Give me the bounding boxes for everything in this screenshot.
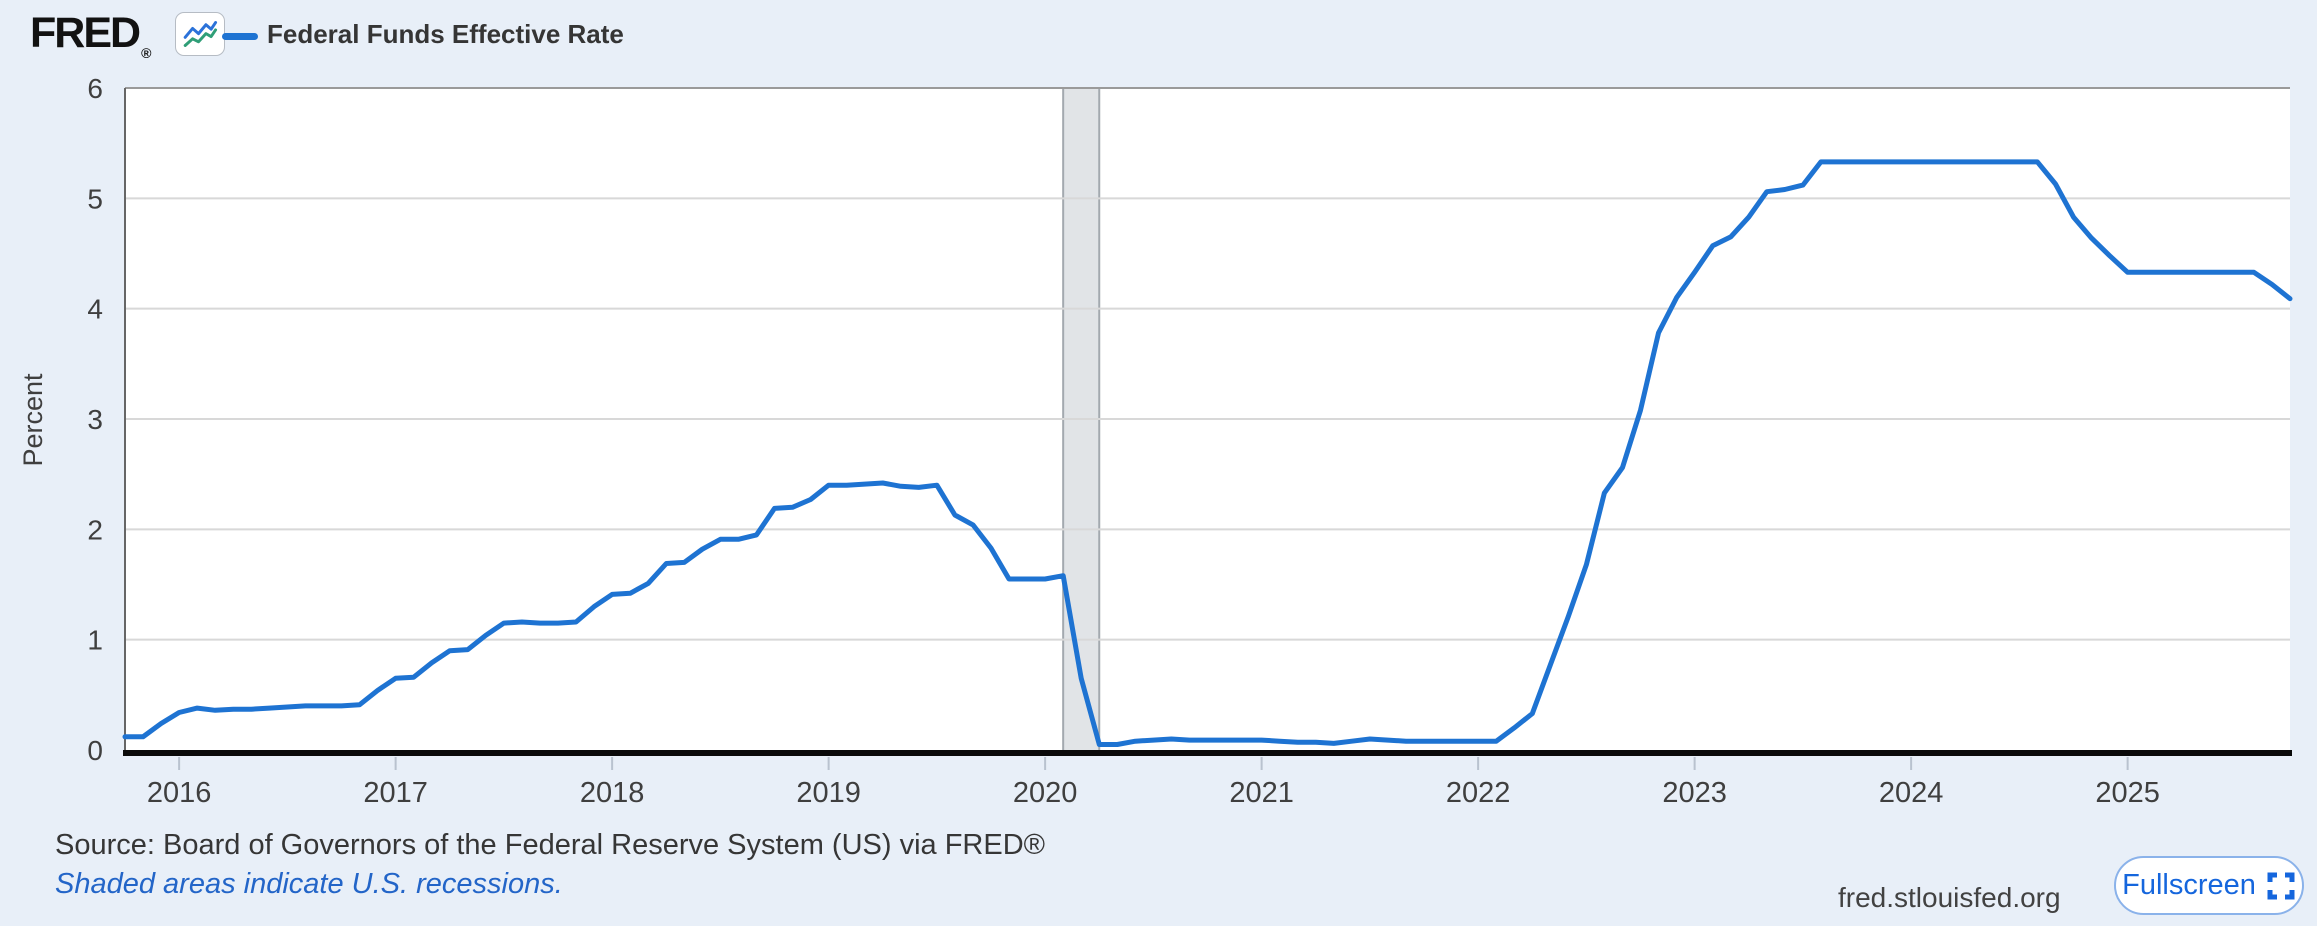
legend-line-swatch xyxy=(222,33,258,40)
recession-note-link[interactable]: Shaded areas indicate U.S. recessions. xyxy=(55,868,563,900)
x-tick-label: 2020 xyxy=(1013,777,1078,809)
legend-label: Federal Funds Effective Rate xyxy=(267,19,624,49)
sparkline-green-line xyxy=(183,28,218,47)
x-tick-label: 2017 xyxy=(363,777,428,809)
x-tick-label: 2022 xyxy=(1446,777,1511,809)
x-axis-line xyxy=(123,750,2292,756)
x-tick-label: 2021 xyxy=(1229,777,1294,809)
x-tick-label: 2019 xyxy=(796,777,861,809)
fred-logo-text: FRED xyxy=(30,9,141,57)
y-tick-label: 1 xyxy=(87,625,103,656)
x-tick-label: 2025 xyxy=(2095,777,2160,809)
site-label: fred.stlouisfed.org xyxy=(1838,882,2061,913)
series-line-federal-funds-rate xyxy=(122,159,2293,747)
registered-trademark-icon: ® xyxy=(141,45,152,61)
sparkline-icon-graphic xyxy=(183,21,218,47)
fullscreen-button-label: Fullscreen xyxy=(2122,869,2256,901)
x-tick-label: 2024 xyxy=(1879,777,1944,809)
y-tick-label: 2 xyxy=(87,514,103,545)
y-tick-label: 5 xyxy=(87,183,103,214)
x-tick-label: 2023 xyxy=(1662,777,1727,809)
x-tick-label: 2018 xyxy=(580,777,645,809)
fullscreen-button[interactable]: Fullscreen xyxy=(2114,856,2304,915)
y-tick-label: 3 xyxy=(87,404,103,435)
source-text: Source: Board of Governors of the Federa… xyxy=(55,829,1046,861)
y-tick-label: 0 xyxy=(87,735,103,766)
y-tick-label: 6 xyxy=(87,73,103,104)
y-tick-label: 4 xyxy=(87,294,103,325)
fred-logo: FRED ® xyxy=(30,9,152,64)
x-tick-label: 2016 xyxy=(147,777,212,809)
fullscreen-expand-icon xyxy=(2267,872,2295,899)
sparkline-blue-line xyxy=(183,21,218,39)
fred-sparkline-icon xyxy=(175,12,225,56)
fullscreen-icon-corners xyxy=(2267,872,2295,899)
